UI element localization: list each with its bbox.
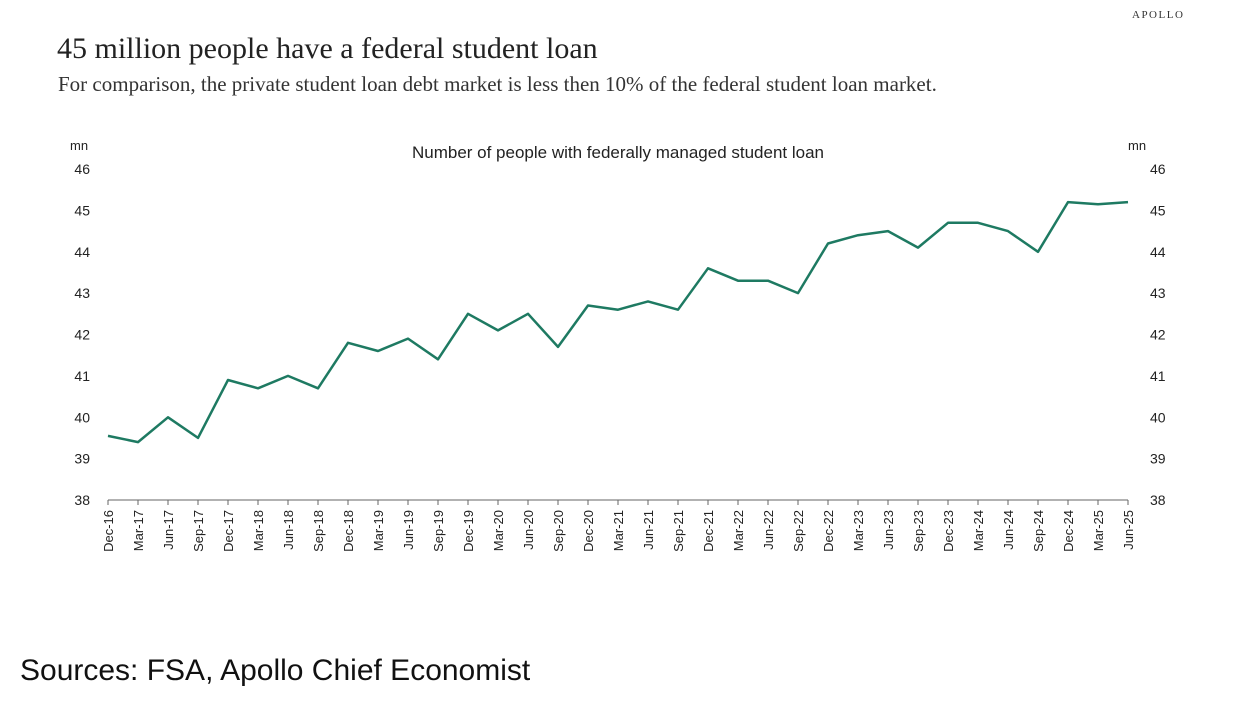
x-tick-label: Dec-22: [821, 510, 836, 552]
x-tick-label: Dec-19: [461, 510, 476, 552]
left-y-tick-label: 43: [74, 285, 90, 301]
x-tick-label: Jun-22: [761, 510, 776, 550]
x-tick-label: Sep-20: [551, 510, 566, 552]
right-y-tick-label: 43: [1150, 285, 1166, 301]
x-tick-label: Dec-18: [341, 510, 356, 552]
x-tick-label: Dec-16: [101, 510, 116, 552]
sources-note: Sources: FSA, Apollo Chief Economist: [20, 654, 531, 687]
x-tick-label: Mar-25: [1091, 510, 1106, 551]
right-y-tick-label: 41: [1150, 368, 1166, 384]
x-tick-label: Jun-20: [521, 510, 536, 550]
x-tick-label: Mar-19: [371, 510, 386, 551]
left-axis-unit: mn: [70, 138, 88, 153]
right-axis-unit: mn: [1128, 138, 1146, 153]
x-tick-label: Sep-24: [1031, 510, 1046, 552]
left-y-tick-label: 45: [74, 202, 90, 218]
x-tick-label: Jun-25: [1121, 510, 1136, 550]
left-y-tick-label: 40: [74, 409, 90, 425]
x-tick-label: Mar-24: [971, 510, 986, 551]
left-y-tick-label: 39: [74, 451, 90, 467]
x-tick-label: Mar-22: [731, 510, 746, 551]
right-y-tick-label: 39: [1150, 451, 1166, 467]
series-line: [107, 200, 1129, 444]
line-chart: Number of people with federally managed …: [70, 138, 1166, 552]
x-tick-label: Jun-23: [881, 510, 896, 550]
x-tick-label: Mar-17: [131, 510, 146, 551]
chart-title: Number of people with federally managed …: [412, 143, 824, 162]
x-tick-label: Mar-21: [611, 510, 626, 551]
x-tick-label: Sep-21: [671, 510, 686, 552]
x-tick-label: Jun-19: [401, 510, 416, 550]
x-tick-label: Dec-23: [941, 510, 956, 552]
left-y-tick-label: 42: [74, 327, 90, 343]
left-y-tick-label: 44: [74, 244, 90, 260]
x-tick-label: Sep-22: [791, 510, 806, 552]
left-y-tick-label: 46: [74, 161, 90, 177]
page-subtitle: For comparison, the private student loan…: [58, 72, 937, 96]
right-y-tick-label: 38: [1150, 492, 1166, 508]
x-tick-label: Dec-24: [1061, 510, 1076, 552]
x-tick-label: Dec-21: [701, 510, 716, 552]
brand-logo: APOLLO: [1132, 9, 1185, 21]
right-y-tick-label: 40: [1150, 409, 1166, 425]
x-tick-label: Sep-17: [191, 510, 206, 552]
x-tick-label: Sep-18: [311, 510, 326, 552]
x-tick-label: Mar-18: [251, 510, 266, 551]
x-tick-label: Jun-18: [281, 510, 296, 550]
x-tick-label: Dec-20: [581, 510, 596, 552]
left-y-tick-label: 41: [74, 368, 90, 384]
x-tick-label: Jun-17: [161, 510, 176, 550]
x-tick-label: Jun-24: [1001, 510, 1016, 550]
x-tick-label: Sep-19: [431, 510, 446, 552]
x-tick-label: Jun-21: [641, 510, 656, 550]
left-y-tick-label: 38: [74, 492, 90, 508]
right-y-tick-label: 45: [1150, 202, 1166, 218]
right-y-tick-label: 46: [1150, 161, 1166, 177]
right-y-tick-label: 44: [1150, 244, 1166, 260]
x-tick-label: Mar-23: [851, 510, 866, 551]
x-tick-label: Sep-23: [911, 510, 926, 552]
x-tick-label: Dec-17: [221, 510, 236, 552]
page-title: 45 million people have a federal student…: [57, 32, 598, 65]
x-tick-label: Mar-20: [491, 510, 506, 551]
right-y-tick-label: 42: [1150, 327, 1166, 343]
